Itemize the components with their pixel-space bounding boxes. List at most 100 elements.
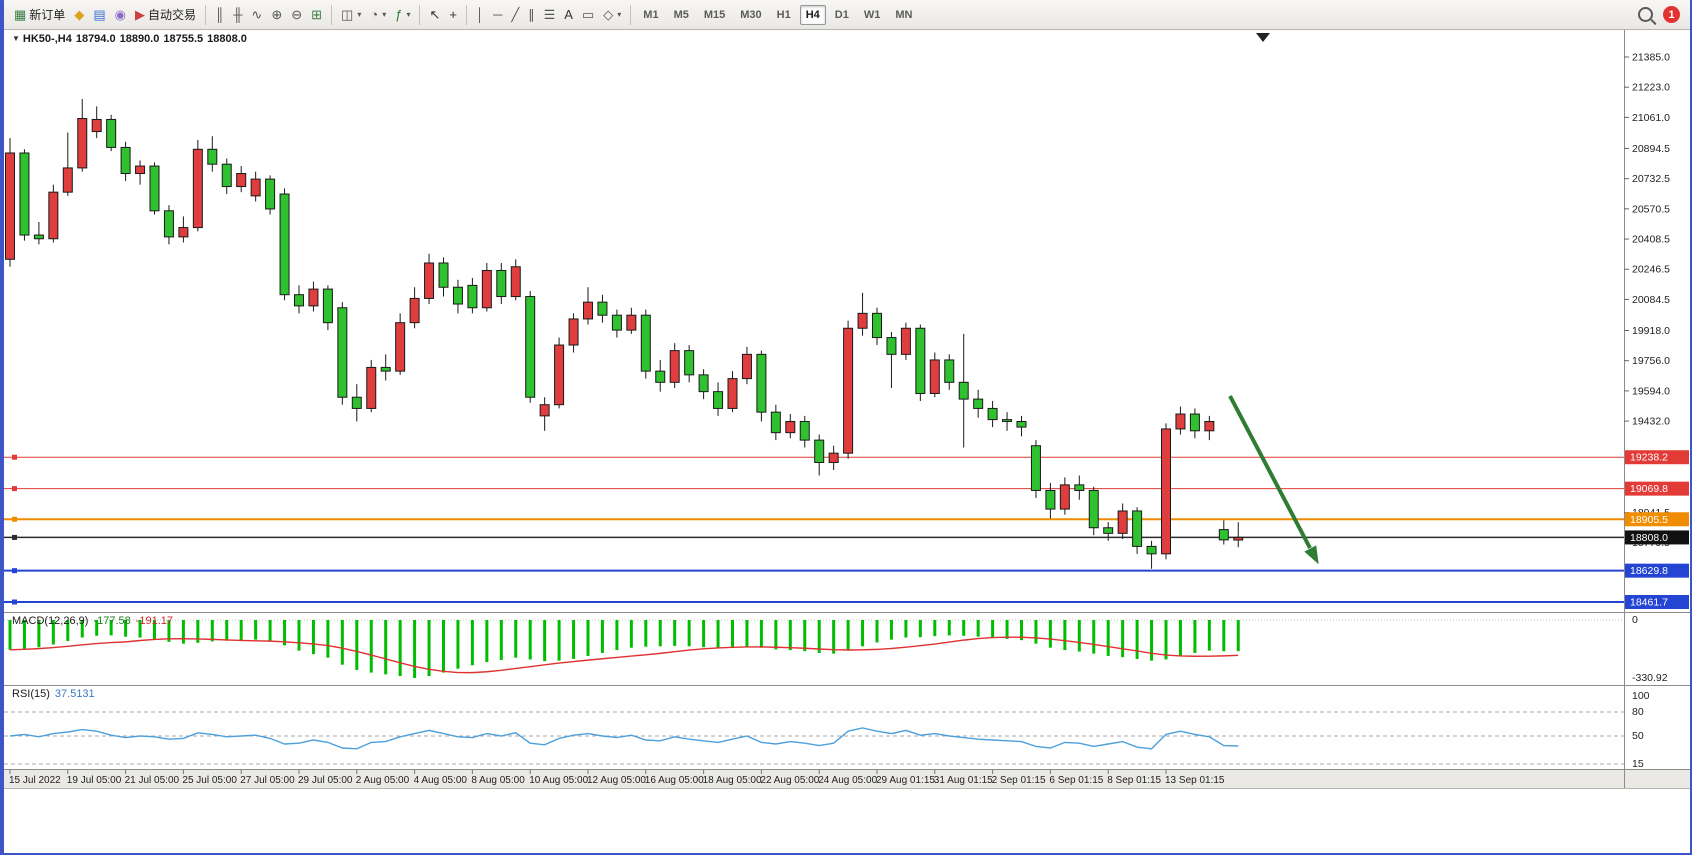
macd-axis: 0 -330.92 — [1632, 614, 1668, 684]
svg-text:29 Jul 05:00: 29 Jul 05:00 — [298, 775, 353, 786]
horizontal-line-18808.0[interactable] — [4, 534, 1624, 540]
timeframe-h1-button[interactable]: H1 — [776, 8, 791, 21]
toolbar-button-label: 自动交易 — [147, 8, 196, 22]
crosshair-button[interactable]: + — [445, 6, 461, 23]
horizontal-line-18905.5[interactable] — [4, 516, 1624, 522]
cursor-button[interactable]: ↖ — [425, 6, 444, 23]
chevron-down-icon: ▾ — [357, 10, 362, 19]
timeframe-m5-button[interactable]: M5 — [673, 8, 689, 21]
crosshair-icon: + — [449, 7, 457, 22]
indicators-button[interactable]: ƒ ▾ — [391, 6, 414, 23]
period-icon: ◔ — [370, 7, 379, 22]
svg-text:8 Aug 05:00: 8 Aug 05:00 — [471, 775, 525, 786]
fibonacci-icon: ☰ — [543, 7, 556, 22]
sound-alert-button[interactable]: ◉ — [111, 6, 130, 23]
text-icon: A — [564, 7, 573, 22]
auto-trading-button[interactable]: ▶ 自动交易 — [131, 4, 200, 25]
toolbar-separator — [465, 4, 467, 25]
timeframe-m30-button[interactable]: M30 — [740, 8, 762, 21]
timeframe-w1-button[interactable]: W1 — [863, 8, 881, 21]
zoom-out-icon: ⊖ — [291, 7, 303, 22]
chart-area[interactable]: 21385.0 21223.0 21061.0 20894.5 20732.5 20570… — [4, 30, 1690, 853]
svg-text:19238.2: 19238.2 — [1630, 452, 1668, 464]
zoom-in-button[interactable]: ⊕ — [267, 6, 286, 23]
timeframe-h4-button[interactable]: H4 — [799, 4, 826, 25]
indicators-icon: ƒ — [395, 7, 403, 22]
svg-text:18461.7: 18461.7 — [1630, 596, 1668, 608]
toolbar-separator — [419, 4, 421, 25]
price-level-badges: 19238.2 19069.8 18905.5 18808.0 18629.8 18461… — [1625, 450, 1689, 609]
candlestick-mode-button[interactable]: ╫ — [229, 6, 246, 23]
svg-text:2 Aug 05:00: 2 Aug 05:00 — [356, 775, 410, 786]
zoom-out-button[interactable]: ⊖ — [287, 6, 306, 23]
horizontal-line-18629.8[interactable] — [4, 568, 1624, 574]
channel-icon: ∥ — [528, 7, 535, 22]
svg-text:20570.5: 20570.5 — [1632, 203, 1670, 215]
chevron-down-icon: ▾ — [406, 10, 411, 19]
macd-signal-line — [9, 636, 1239, 674]
horizontal-line-18461.7[interactable] — [4, 599, 1624, 605]
new-chart-button[interactable]: ◫ ▾ — [337, 6, 365, 23]
timeframe-d1-button[interactable]: D1 — [834, 8, 849, 21]
tile-windows-button[interactable]: ⊞ — [307, 6, 326, 23]
svg-text:18905.5: 18905.5 — [1630, 514, 1668, 526]
svg-text:13 Sep 01:15: 13 Sep 01:15 — [1165, 775, 1225, 786]
timeframe-mn-button[interactable]: MN — [895, 8, 913, 21]
horizontal-line-icon: ─ — [493, 7, 503, 22]
svg-text:22 Aug 05:00: 22 Aug 05:00 — [760, 775, 819, 786]
period-button[interactable]: ◔ ▾ — [366, 6, 390, 23]
search-icon[interactable] — [1638, 7, 1653, 22]
chevron-down-icon: ▾ — [382, 10, 387, 19]
toolbar-separator — [204, 4, 206, 25]
chart-shift-marker[interactable] — [1256, 33, 1270, 42]
fibonacci-button[interactable]: ☰ — [540, 6, 560, 23]
vertical-line-button[interactable]: │ — [472, 6, 488, 23]
svg-text:100: 100 — [1632, 690, 1650, 702]
svg-text:19069.8: 19069.8 — [1630, 483, 1668, 495]
timeframe-m15-button[interactable]: M15 — [703, 8, 726, 21]
bar-chart-mode-button[interactable]: ║ — [211, 6, 228, 23]
svg-text:20894.5: 20894.5 — [1632, 143, 1670, 155]
svg-text:18629.8: 18629.8 — [1630, 565, 1668, 577]
svg-text:10 Aug 05:00: 10 Aug 05:00 — [529, 775, 588, 786]
vertical-line-icon: │ — [475, 7, 485, 22]
svg-text:8 Sep 01:15: 8 Sep 01:15 — [1107, 775, 1161, 786]
svg-text:4 Aug 05:00: 4 Aug 05:00 — [414, 775, 468, 786]
horizontal-line-19238.2[interactable] — [4, 454, 1624, 460]
horizontal-line-button[interactable]: ─ — [489, 6, 506, 23]
new-chart-icon: ◫ — [341, 7, 354, 22]
shapes-icon: ◇ — [603, 7, 614, 22]
notification-badge[interactable]: 1 — [1663, 6, 1680, 23]
svg-text:27 Jul 05:00: 27 Jul 05:00 — [240, 775, 295, 786]
timeframe-m1-button[interactable]: M1 — [643, 8, 659, 21]
horizontal-line-19069.8[interactable] — [4, 486, 1624, 492]
text-button[interactable]: A — [560, 6, 577, 23]
svg-text:16 Aug 05:00: 16 Aug 05:00 — [645, 775, 704, 786]
svg-text:20084.5: 20084.5 — [1632, 294, 1670, 306]
svg-text:21223.0: 21223.0 — [1632, 82, 1670, 94]
svg-text:2 Sep 01:15: 2 Sep 01:15 — [992, 775, 1046, 786]
text-label-button[interactable]: ▭ — [578, 6, 598, 23]
rsi-panel: 100 80 50 15 — [4, 690, 1650, 770]
main-toolbar: ▦ 新订单 ◆ ▤ ◉ ▶ 自动交易 ║ ╫ ∿ ⊕ ⊖ ⊞ ◫ ▾ ◔ ▾ ƒ ▾ ↖ + │ ─ ╱ ∥ ☰ A ▭ ◇ ▾ M1 M5 M… — [4, 0, 1690, 30]
new-order-button[interactable]: ▦ 新订单 — [10, 4, 69, 25]
shapes-button[interactable]: ◇ ▾ — [599, 6, 625, 23]
svg-text:19594.0: 19594.0 — [1632, 385, 1670, 397]
trendline-button[interactable]: ╱ — [507, 6, 523, 23]
svg-text:21385.0: 21385.0 — [1632, 51, 1670, 63]
trend-arrow-annotation[interactable] — [1228, 395, 1319, 565]
svg-text:50: 50 — [1632, 730, 1644, 742]
line-chart-mode-icon: ∿ — [251, 7, 263, 22]
channel-button[interactable]: ∥ — [524, 6, 539, 23]
market-watch-button[interactable]: ▤ — [89, 6, 109, 23]
svg-text:19432.0: 19432.0 — [1632, 416, 1670, 428]
svg-text:20246.5: 20246.5 — [1632, 264, 1670, 276]
cursor-icon: ↖ — [429, 7, 441, 22]
svg-text:15 Jul 2022: 15 Jul 2022 — [9, 775, 61, 786]
trendline-icon: ╱ — [511, 7, 520, 22]
svg-text:6 Sep 01:15: 6 Sep 01:15 — [1049, 775, 1103, 786]
line-chart-mode-button[interactable]: ∿ — [247, 6, 266, 23]
toolbar-button-label: 新订单 — [29, 8, 66, 22]
mql-wizard-button[interactable]: ◆ — [70, 6, 88, 23]
svg-text:80: 80 — [1632, 706, 1644, 718]
